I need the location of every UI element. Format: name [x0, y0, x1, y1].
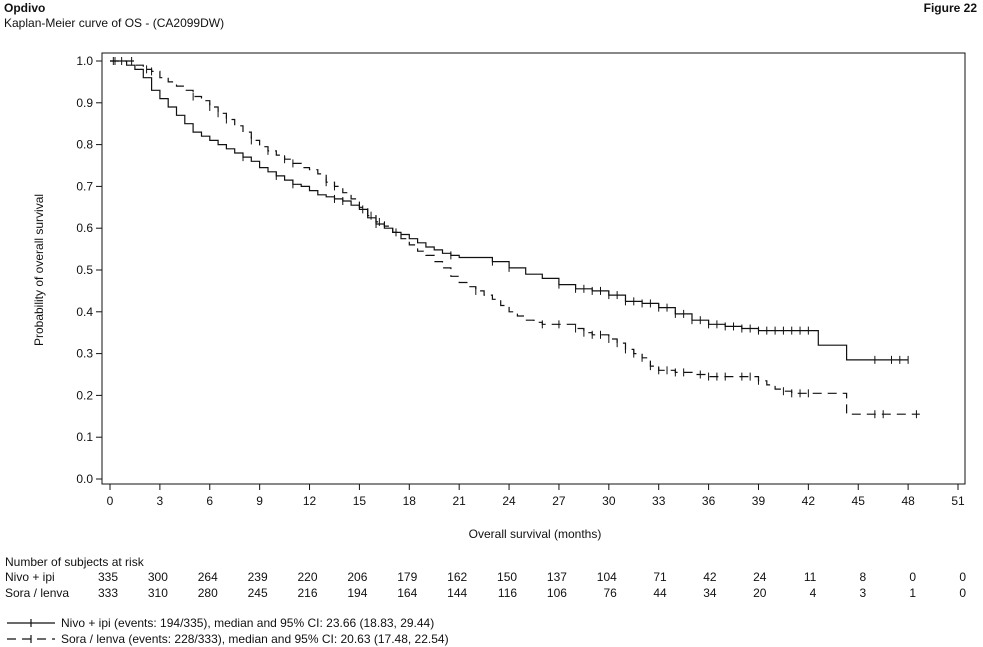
risk-value-0-2: 264	[198, 570, 218, 584]
x-tick-label-14: 42	[802, 494, 816, 508]
risk-value-1-4: 216	[297, 586, 317, 600]
survival-curves	[110, 57, 920, 419]
risk-value-1-9: 106	[547, 586, 567, 600]
risk-value-1-11: 44	[653, 586, 667, 600]
risk-value-1-12: 34	[703, 586, 717, 600]
risk-value-0-12: 42	[703, 570, 717, 584]
x-tick-label-15: 45	[852, 494, 866, 508]
x-axis-label: Overall survival (months)	[469, 527, 602, 541]
series-line-1	[110, 60, 920, 415]
x-tick-label-8: 24	[502, 494, 516, 508]
y-tick-label-4: 0.4	[76, 305, 93, 319]
risk-row-label-sora: Sora / lenva	[5, 586, 69, 600]
page-title: Opdivo	[4, 1, 46, 15]
risk-value-0-11: 71	[653, 570, 667, 584]
risk-value-0-3: 239	[248, 570, 268, 584]
risk-row-label-nivo: Nivo + ipi	[5, 570, 55, 584]
y-tick-label-1: 0.1	[76, 430, 93, 444]
x-tick-label-6: 18	[403, 494, 417, 508]
x-tick-label-3: 9	[256, 494, 263, 508]
page-subtitle: Kaplan-Meier curve of OS - (CA2099DW)	[4, 16, 225, 30]
y-tick-label-8: 0.8	[76, 138, 93, 152]
x-tick-label-13: 39	[752, 494, 766, 508]
series-line-0	[110, 60, 909, 361]
risk-value-0-5: 206	[347, 570, 367, 584]
y-tick-label-10: 1.0	[76, 54, 93, 68]
risk-value-0-6: 179	[397, 570, 417, 584]
y-tick-label-2: 0.2	[76, 388, 93, 402]
risk-value-1-5: 194	[347, 586, 367, 600]
y-tick-label-6: 0.6	[76, 221, 93, 235]
x-tick-label-2: 6	[206, 494, 213, 508]
risk-table-values: 335 300 264 239 220 206 179 162 150 137 104 71 42 24 1…	[98, 570, 966, 600]
risk-value-0-10: 104	[597, 570, 617, 584]
legend-text-sora: Sora / lenva (events: 228/333), median a…	[61, 632, 449, 646]
y-tick-label-0: 0.0	[76, 472, 93, 486]
risk-value-1-7: 144	[447, 586, 467, 600]
x-axis: 0 3 6 9 12 15 18 21 24 27 30 33 36 39 42 45 48 51	[107, 484, 965, 508]
x-tick-label-5: 15	[353, 494, 367, 508]
y-tick-label-9: 0.9	[76, 96, 93, 110]
x-tick-label-7: 21	[452, 494, 466, 508]
legend-text-nivo: Nivo + ipi (events: 194/335), median and…	[61, 616, 434, 630]
risk-value-0-17: 0	[959, 570, 966, 584]
risk-value-0-0: 335	[98, 570, 118, 584]
risk-value-1-6: 164	[397, 586, 417, 600]
y-axis-label: Probability of overall survival	[32, 194, 46, 346]
risk-table-heading: Number of subjects at risk	[5, 555, 145, 569]
risk-value-0-7: 162	[447, 570, 467, 584]
risk-value-1-2: 280	[198, 586, 218, 600]
risk-value-1-13: 20	[753, 586, 767, 600]
risk-value-1-17: 0	[959, 586, 966, 600]
legend: Nivo + ipi (events: 194/335), median and…	[7, 616, 449, 646]
risk-value-0-4: 220	[297, 570, 317, 584]
y-tick-label-7: 0.7	[76, 179, 93, 193]
risk-value-1-8: 116	[498, 586, 517, 600]
y-tick-label-5: 0.5	[76, 263, 93, 277]
x-tick-label-10: 30	[602, 494, 616, 508]
x-tick-label-1: 3	[157, 494, 164, 508]
risk-value-1-16: 1	[909, 586, 916, 600]
x-tick-label-17: 51	[951, 494, 965, 508]
y-axis: 0.0 0.1 0.2 0.3 0.4 0.5 0.6 0.7 0.8 0.9 1.0	[76, 54, 102, 486]
risk-value-0-9: 137	[547, 570, 567, 584]
plot-frame	[101, 52, 966, 485]
x-tick-label-16: 48	[901, 494, 915, 508]
risk-value-1-15: 3	[860, 586, 867, 600]
risk-value-0-16: 0	[909, 570, 916, 584]
risk-value-1-3: 245	[248, 586, 268, 600]
risk-value-1-14: 4	[810, 586, 817, 600]
x-tick-label-4: 12	[303, 494, 317, 508]
risk-value-1-1: 310	[148, 586, 168, 600]
risk-value-0-15: 8	[860, 570, 867, 584]
x-tick-label-0: 0	[107, 494, 114, 508]
x-tick-label-11: 33	[652, 494, 666, 508]
risk-value-1-10: 76	[603, 586, 617, 600]
risk-value-0-13: 24	[753, 570, 767, 584]
risk-value-0-1: 300	[148, 570, 168, 584]
x-tick-label-9: 27	[552, 494, 566, 508]
risk-value-0-14: 11	[804, 570, 817, 584]
risk-value-1-0: 333	[98, 586, 118, 600]
x-tick-label-12: 36	[702, 494, 716, 508]
figure-label: Figure 22	[923, 1, 977, 15]
risk-value-0-8: 150	[497, 570, 517, 584]
y-tick-label-3: 0.3	[76, 347, 93, 361]
